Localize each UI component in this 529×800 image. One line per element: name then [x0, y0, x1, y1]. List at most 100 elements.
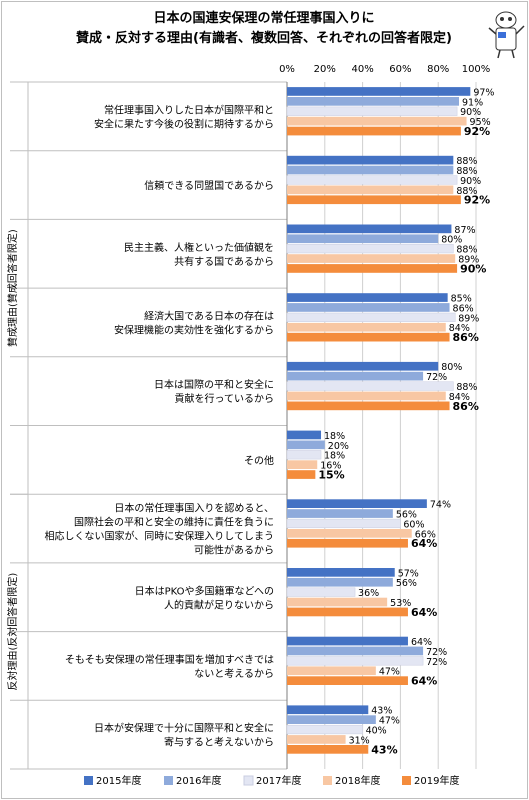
bar: [287, 234, 439, 244]
bar: [287, 126, 461, 136]
data-label: 86%: [453, 400, 479, 413]
bar: [287, 293, 448, 302]
data-label: 90%: [460, 107, 481, 118]
bar: [287, 577, 393, 587]
group-label: 賛成理由(賛成回答者限定): [6, 229, 19, 347]
bar: [287, 254, 456, 263]
data-label: 53%: [390, 598, 411, 609]
bar: [287, 676, 408, 685]
x-tick-label: 100%: [462, 64, 491, 75]
bar: [287, 371, 424, 381]
data-label: 91%: [462, 97, 483, 108]
bar: [287, 185, 454, 195]
mascot-arms: [488, 25, 525, 35]
mascot-tie: [498, 32, 506, 38]
data-label: 92%: [464, 194, 490, 207]
x-tick-label: 20%: [314, 64, 336, 75]
bar: [287, 195, 461, 205]
category-label: 日本の常任理事国入りを認めると、: [114, 502, 274, 515]
category-label: 国際社会の平和と安全の維持に責任を負うに: [74, 516, 274, 529]
bar: [287, 165, 454, 175]
mascot-illustration: [488, 11, 525, 59]
data-label: 31%: [349, 735, 370, 746]
bar: [287, 322, 446, 332]
category-label: 安全に果たす今後の役割に期待するから: [94, 117, 274, 130]
category-label: 日本は国際の平和と安全に: [154, 378, 274, 391]
data-label: 86%: [453, 331, 479, 344]
bar: [287, 646, 424, 656]
data-label: 60%: [403, 519, 424, 530]
bar: [286, 381, 454, 391]
bar: [287, 568, 395, 577]
category-label: 相応しくない国家が、同時に安保理入りしてしまう: [45, 530, 275, 543]
bar: [287, 303, 450, 312]
data-label: 87%: [454, 225, 475, 236]
data-label: 80%: [441, 235, 462, 246]
bar: [287, 440, 325, 450]
data-label: 88%: [456, 156, 477, 167]
data-label: 15%: [318, 469, 344, 482]
data-label: 88%: [456, 186, 477, 197]
bar: [287, 715, 376, 724]
bar: [287, 509, 393, 518]
data-label: 97%: [473, 87, 494, 98]
bar: [287, 116, 467, 126]
data-label: 86%: [453, 303, 474, 314]
data-label: 88%: [456, 166, 477, 177]
bar: [286, 175, 458, 185]
x-tick-label: 0%: [279, 64, 295, 75]
category-label: ないと考えるから: [194, 668, 274, 680]
category-label: 人的貢献が足りないから: [164, 598, 274, 611]
category-label: 日本が安保理で十分に国際平和と安全に: [94, 722, 274, 735]
legend-label: 2015年度: [96, 774, 141, 787]
legend-label: 2017年度: [256, 774, 301, 787]
category-label: 貢献を行っているから: [175, 392, 275, 405]
category-label: 信頼できる同盟国であるから: [144, 180, 274, 192]
data-label: 88%: [456, 245, 477, 256]
category-label: 常任理事国入りした日本が国際平和と: [104, 103, 274, 116]
x-tick-label: 40%: [351, 64, 373, 75]
bar: [286, 587, 356, 597]
legend-swatch: [323, 776, 332, 785]
data-label: 84%: [449, 323, 470, 334]
x-tick-label: 80%: [427, 64, 449, 75]
bar: [287, 224, 452, 234]
legend-swatch: [84, 776, 93, 785]
bar: [287, 705, 369, 715]
data-label: 90%: [460, 176, 481, 187]
data-label: 74%: [430, 500, 451, 511]
bar: [287, 529, 412, 538]
chart-title-line: 日本の国連安保理の常任理事国入りに: [153, 10, 374, 26]
data-label: 47%: [379, 716, 400, 727]
legend-label: 2016年度: [176, 774, 221, 787]
bar: [287, 155, 454, 165]
data-label: 40%: [366, 726, 387, 737]
bar: [287, 666, 376, 676]
legend-swatch: [402, 776, 411, 785]
data-label: 56%: [396, 578, 417, 589]
data-label: 64%: [411, 537, 437, 550]
bar: [287, 332, 450, 342]
bar: [287, 607, 408, 617]
data-label: 43%: [371, 706, 392, 717]
x-tick-label: 60%: [389, 64, 411, 75]
data-label: 43%: [371, 743, 397, 756]
category-label: そもそも安保理の常任理事国を増加すべきでは: [65, 653, 274, 666]
data-label: 90%: [460, 262, 486, 275]
data-label: 56%: [396, 510, 417, 521]
bar: [287, 636, 408, 646]
data-label: 95%: [470, 117, 491, 128]
bar: [287, 430, 322, 440]
bar: [286, 656, 424, 666]
data-label: 72%: [426, 372, 447, 383]
data-label: 80%: [441, 362, 462, 373]
data-label: 18%: [324, 451, 345, 462]
data-label: 84%: [449, 392, 470, 403]
data-label: 85%: [451, 294, 472, 305]
data-label: 57%: [398, 568, 419, 579]
category-label: 日本はPKOや多国籍軍などへの: [135, 584, 274, 597]
mascot-eye: [508, 17, 512, 21]
data-label: 20%: [328, 441, 349, 452]
